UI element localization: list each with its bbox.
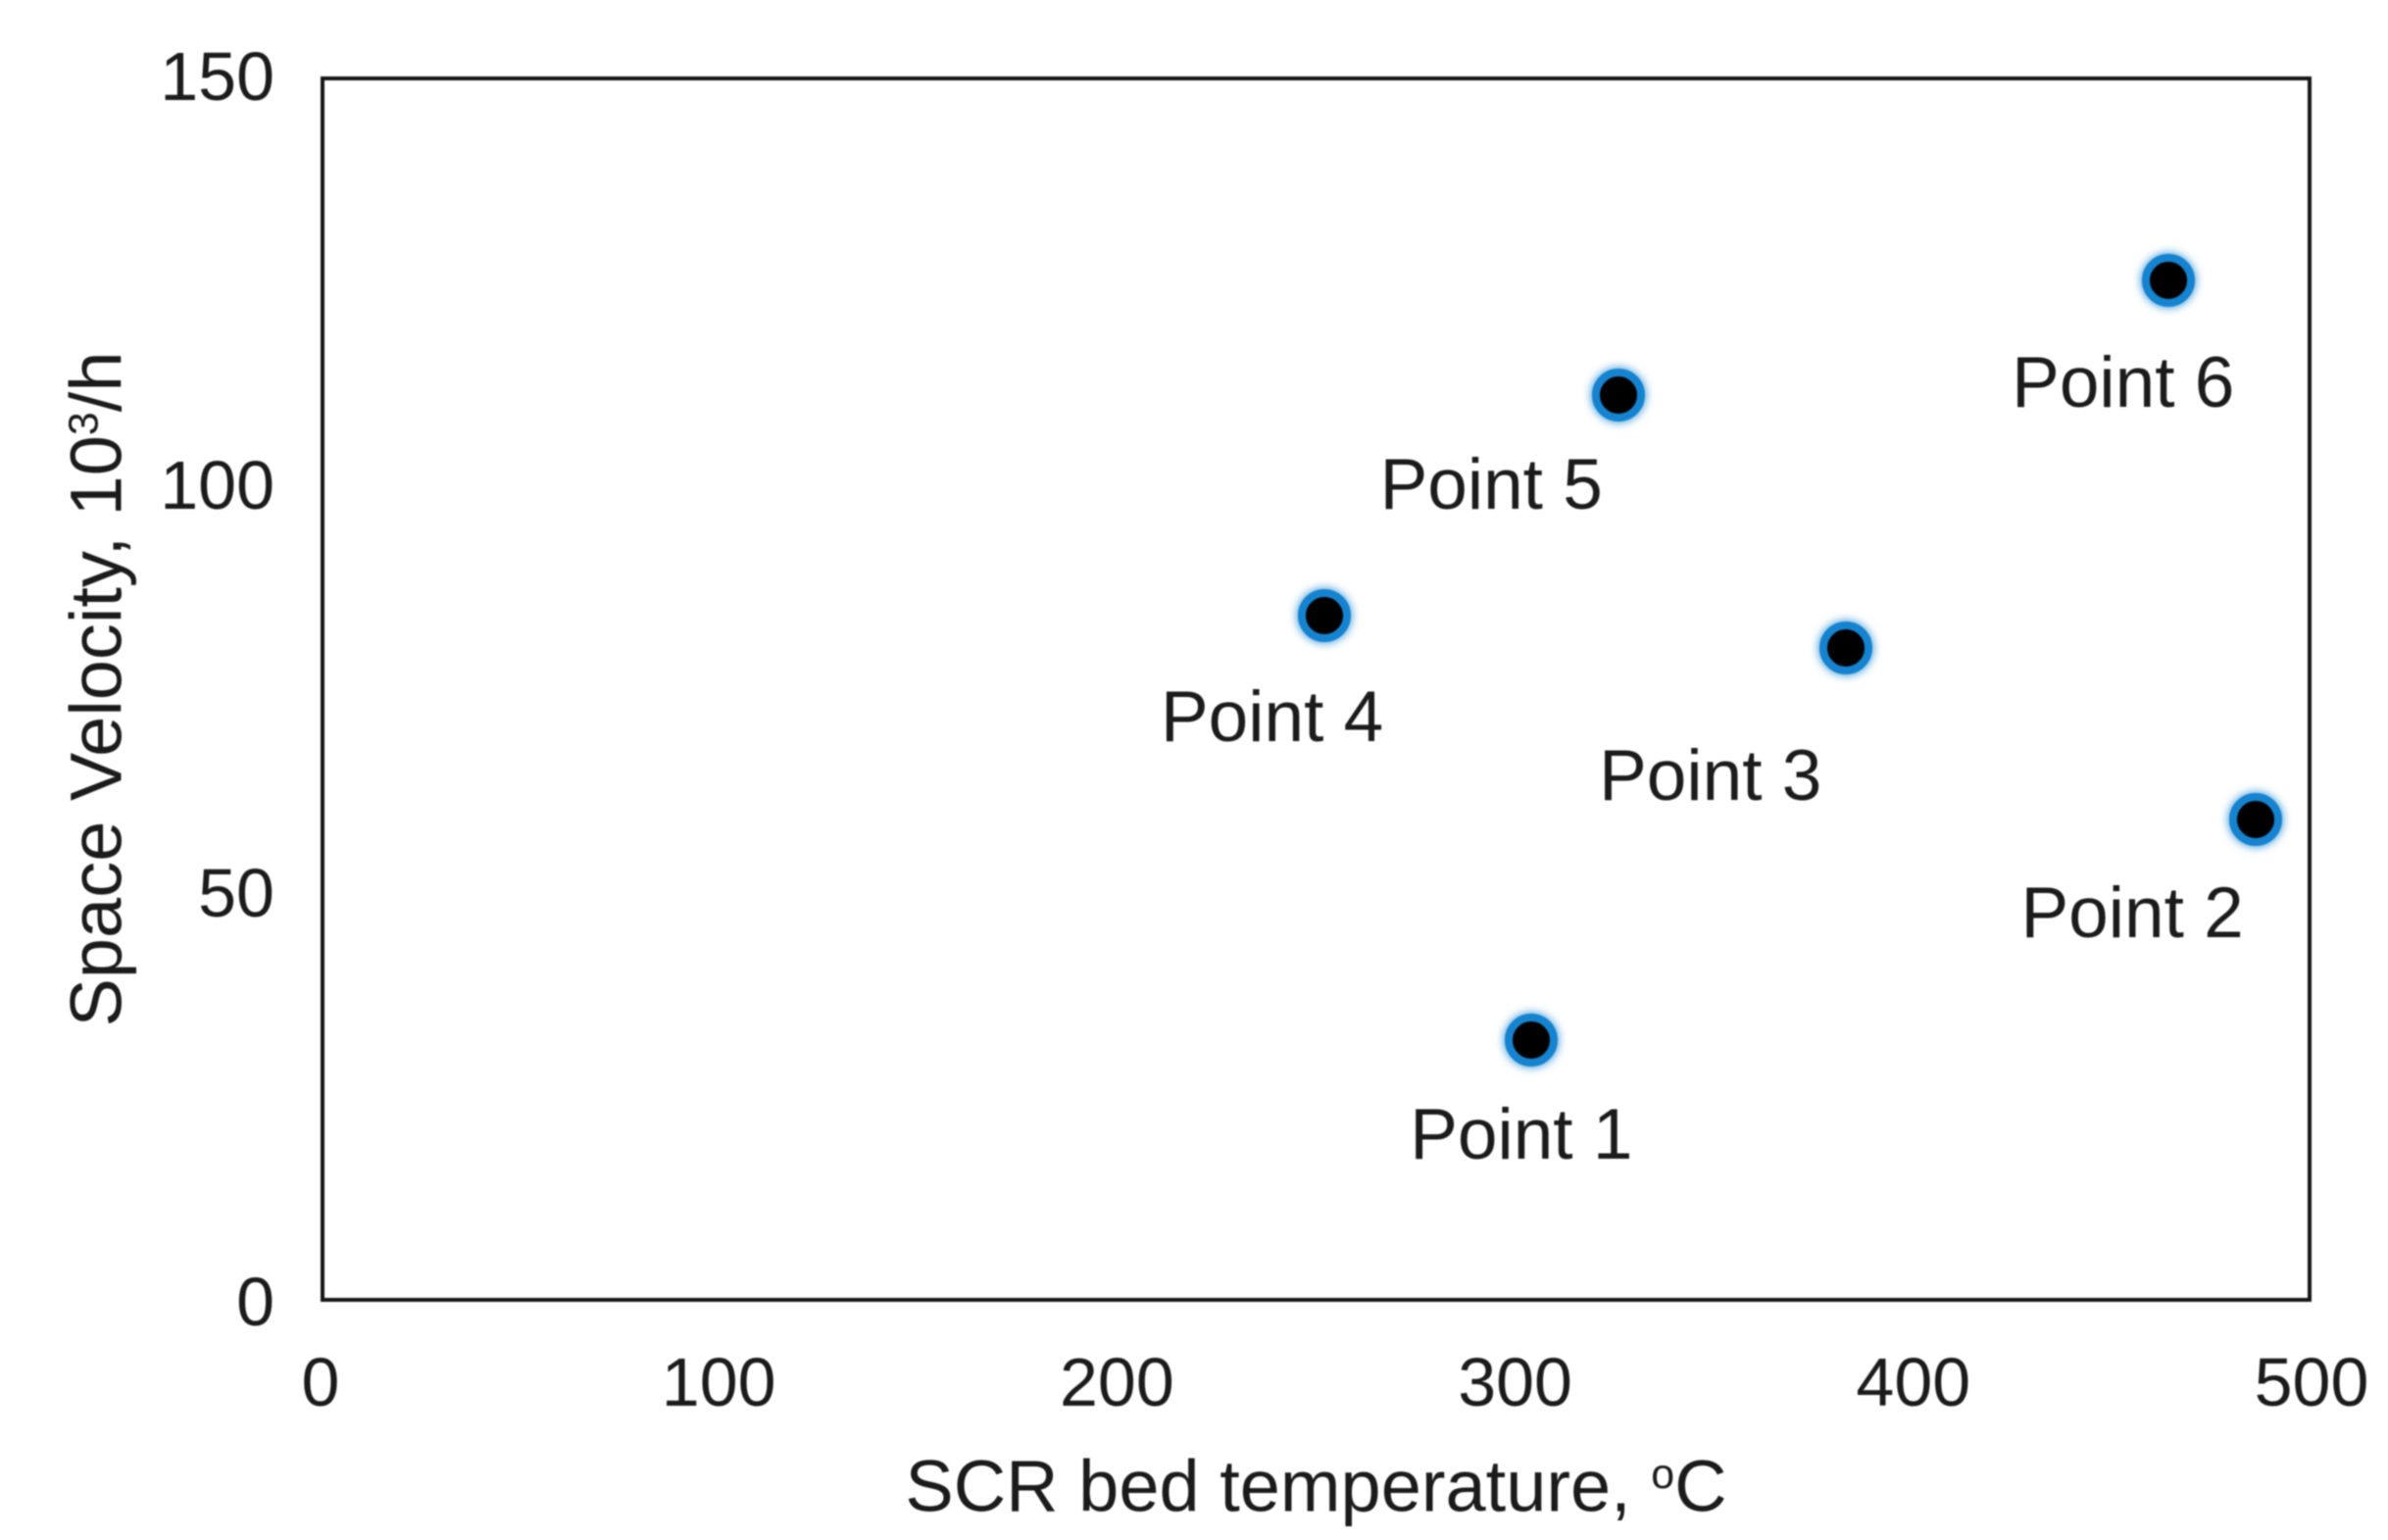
- data-point-marker: [2229, 793, 2283, 847]
- y-axis-tick-label: 50: [198, 855, 274, 932]
- data-point-marker: [1297, 589, 1351, 642]
- x-axis-tick-label: 300: [1458, 1344, 1572, 1420]
- data-point-marker: [1504, 1014, 1558, 1068]
- x-axis-title-superscript: o: [1651, 1451, 1675, 1498]
- y-axis-tick-label: 100: [160, 446, 274, 523]
- x-axis-tick-label: 200: [1059, 1344, 1174, 1420]
- data-point-label: Point 4: [1160, 677, 1384, 757]
- x-axis-title-unit: C: [1674, 1445, 1727, 1527]
- x-axis-tick-label: 100: [661, 1344, 776, 1420]
- data-point-label: Point 6: [2012, 343, 2235, 423]
- x-axis-tick-label: 400: [1856, 1344, 1971, 1420]
- plot-area: [321, 76, 2312, 1302]
- x-axis-title: SCR bed temperature, oC: [321, 1433, 2312, 1528]
- y-axis-tick-label: 0: [236, 1264, 274, 1340]
- data-point-marker: [2141, 254, 2195, 308]
- y-axis-title-unit: /h: [55, 351, 137, 413]
- x-axis-tick-label: 0: [301, 1344, 340, 1420]
- x-axis-tick-label: 500: [2254, 1344, 2369, 1420]
- data-point-label: Point 2: [2020, 873, 2244, 954]
- x-axis-title-text: SCR bed temperature,: [905, 1445, 1652, 1527]
- data-point-label: Point 5: [1379, 445, 1603, 524]
- data-point-marker: [1818, 621, 1872, 675]
- data-point-label: Point 3: [1599, 736, 1822, 817]
- data-point-label: Point 1: [1410, 1095, 1633, 1175]
- y-axis-tick-label: 150: [160, 38, 274, 115]
- data-point-marker: [1592, 369, 1646, 422]
- y-axis-title-superscript: 3: [60, 412, 108, 436]
